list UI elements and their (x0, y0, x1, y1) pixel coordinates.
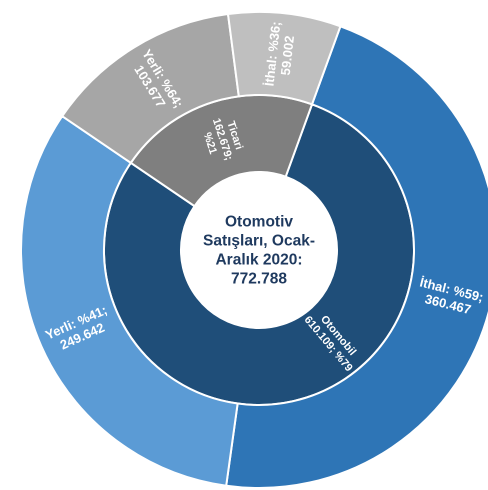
outer-slice-ticari-ithal (226, 11, 342, 106)
center-label: Otomotiv Satışları, Ocak-Aralık 2020: 772.… (203, 214, 315, 288)
outer-slice-otomobil-yerli (20, 114, 239, 487)
center-hole (181, 172, 337, 328)
outer-label-ticari-ithal: İthal: %36;59.002 (261, 21, 298, 89)
outer-slice-otomobil-ithal (225, 25, 488, 489)
